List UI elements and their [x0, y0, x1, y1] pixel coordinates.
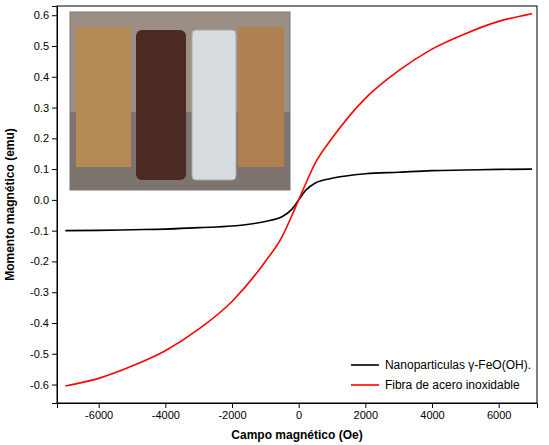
- tick-mark: [232, 403, 233, 408]
- y-axis-title: Momento magnético (emu): [3, 128, 17, 281]
- inset-coil: [76, 27, 131, 167]
- tick-label: -0.4: [30, 317, 49, 329]
- tick-label: 2000: [354, 409, 378, 421]
- tick: -0.4: [30, 317, 57, 329]
- y-axis: -0.6 -0.5 -0.4 -0.3 -0.2 -0.1 0.0 0.1 0.2 0.3 0.4 0…: [30, 7, 57, 404]
- tick-label: -0.5: [30, 348, 49, 360]
- plot: -6000 -4000 -2000 0 2000 4000 6000 -0.6 -0.5 -0.4…: [30, 6, 537, 421]
- tick-label: -0.3: [30, 286, 49, 298]
- tick: -0.3: [30, 286, 57, 298]
- x-axis-title: Campo magnético (Oe): [231, 428, 362, 442]
- tick-mark: [52, 231, 57, 232]
- series-group: [65, 14, 532, 386]
- tick-mark: [365, 403, 366, 408]
- tick-label: -2000: [218, 409, 246, 421]
- tick: -6000: [85, 403, 113, 421]
- tick-label: 0.0: [34, 194, 49, 206]
- tick: 0.4: [34, 71, 57, 83]
- tick-label: 6000: [487, 409, 511, 421]
- tick-mark: [52, 46, 57, 47]
- legend-item: Fibra de acero inoxidable: [351, 378, 520, 392]
- inset-photo: [70, 12, 290, 190]
- tick: -4000: [152, 403, 180, 421]
- tick-label: 0.1: [34, 163, 49, 175]
- tick-mark: [52, 200, 57, 201]
- legend-swatch: [351, 364, 379, 366]
- tick-label: 0.6: [34, 9, 49, 21]
- tick: 2000: [354, 403, 378, 421]
- tick: -2000: [218, 403, 246, 421]
- tick: 0.1: [34, 163, 57, 175]
- legend-swatch: [351, 384, 379, 386]
- tick-mark: [52, 323, 57, 324]
- tick-label: -4000: [152, 409, 180, 421]
- tick-label: -0.6: [30, 379, 49, 391]
- legend-label: Fibra de acero inoxidable: [385, 378, 520, 392]
- tick-mark: [52, 77, 57, 78]
- tick: 4000: [420, 403, 444, 421]
- tick: 0.2: [34, 132, 57, 144]
- tick-mark: [52, 138, 57, 139]
- tick-mark: [52, 292, 57, 293]
- tick-label: 0.2: [34, 132, 49, 144]
- inset-sample-glass: [192, 30, 236, 180]
- tick-label: -6000: [85, 409, 113, 421]
- tick-mark: [299, 403, 300, 408]
- tick-mark: [432, 403, 433, 408]
- legend: Nanoparticulas γ-FeO(OH). Fibra de acero …: [351, 358, 531, 392]
- tick-mark: [52, 108, 57, 109]
- tick: 0.5: [34, 40, 57, 52]
- tick: 0: [296, 403, 302, 421]
- tick-mark: [52, 354, 57, 355]
- series-line: [65, 14, 532, 386]
- tick-mark: [52, 261, 57, 262]
- tick: -0.1: [30, 225, 57, 237]
- x-axis: -6000 -4000 -2000 0 2000 4000 6000: [58, 403, 538, 421]
- tick: 6000: [487, 403, 511, 421]
- tick: -0.2: [30, 255, 57, 267]
- tick-label: -0.2: [30, 255, 49, 267]
- tick-mark: [499, 403, 500, 408]
- tick-label: 0.3: [34, 102, 49, 114]
- legend-item: Nanoparticulas γ-FeO(OH).: [351, 358, 531, 372]
- tick-label: 0: [296, 409, 302, 421]
- tick-label: 0.4: [34, 71, 49, 83]
- tick: -0.6: [30, 379, 57, 391]
- tick-label: -0.1: [30, 225, 49, 237]
- tick-mark: [165, 403, 166, 408]
- tick-mark: [52, 385, 57, 386]
- tick-mark: [52, 169, 57, 170]
- axis-line: [58, 404, 538, 409]
- tick-mark: [99, 403, 100, 408]
- legend-label: Nanoparticulas γ-FeO(OH).: [385, 358, 531, 372]
- chart: -6000 -4000 -2000 0 2000 4000 6000 -0.6 -0.5 -0.4…: [0, 0, 549, 445]
- inset-sample-dark: [136, 30, 186, 180]
- tick: 0.3: [34, 102, 57, 114]
- tick: -0.5: [30, 348, 57, 360]
- tick-label: 4000: [420, 409, 444, 421]
- tick: 0.6: [34, 9, 57, 21]
- inset-background: [70, 12, 290, 190]
- plot-frame: [57, 6, 537, 403]
- tick-mark: [52, 15, 57, 16]
- inset-coil: [238, 27, 284, 167]
- tick: 0.0: [34, 194, 57, 206]
- tick-label: 0.5: [34, 40, 49, 52]
